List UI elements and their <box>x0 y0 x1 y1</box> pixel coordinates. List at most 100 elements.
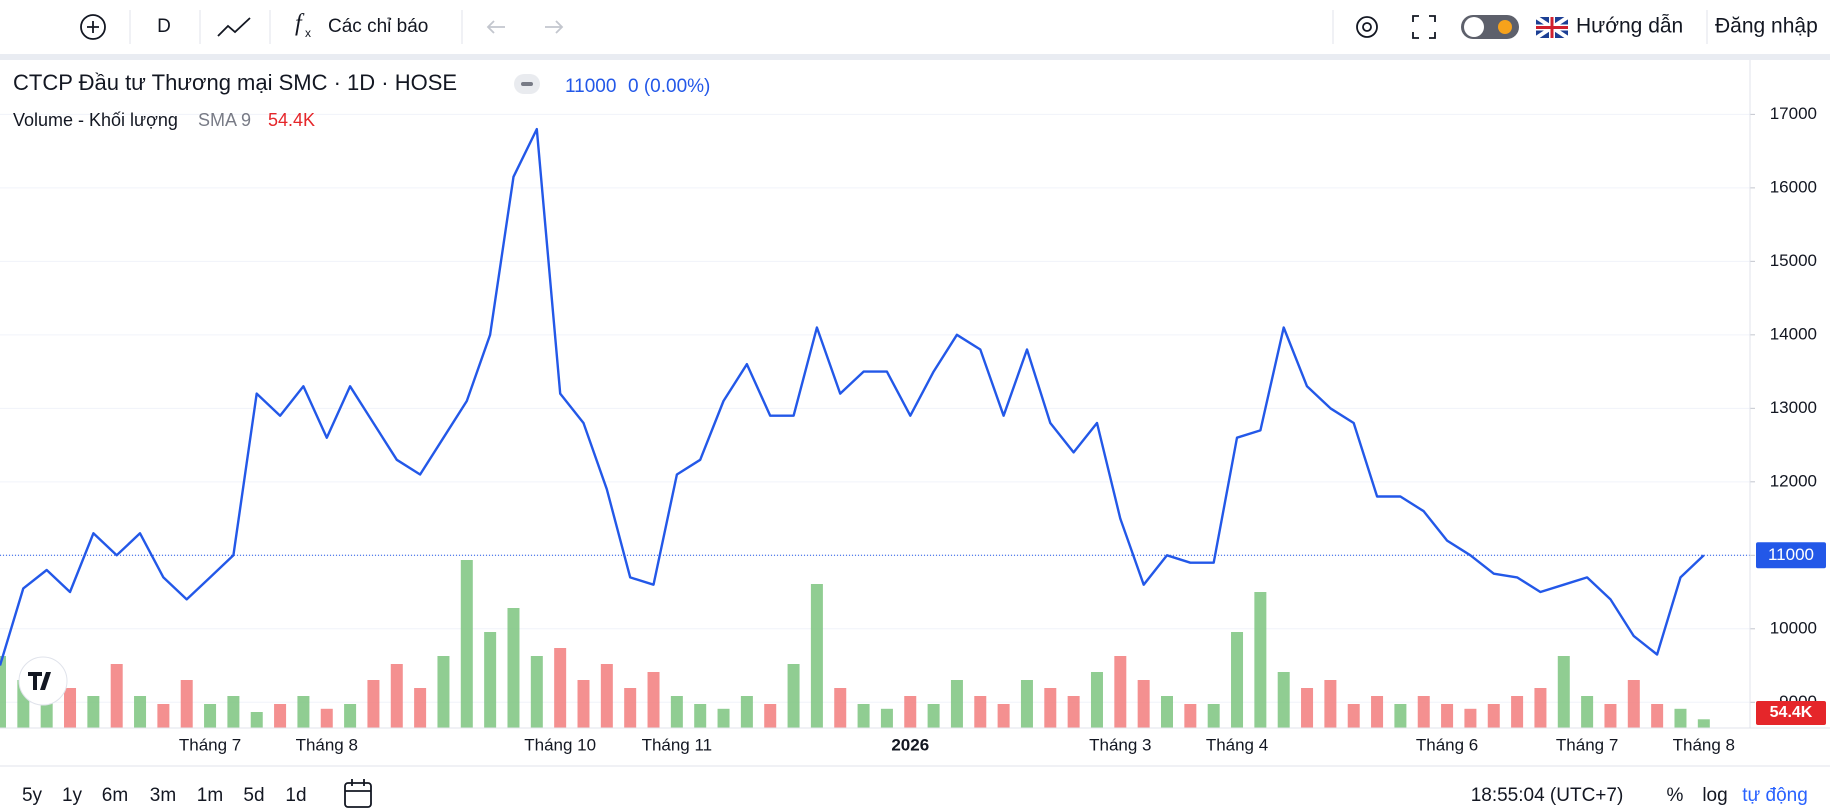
x-tick-label: Tháng 8 <box>296 735 358 754</box>
volume-bar <box>997 704 1010 728</box>
volume-bar <box>950 680 963 728</box>
range-button[interactable]: 5d <box>243 785 264 806</box>
price-line <box>0 127 1705 666</box>
fx-icon: f <box>295 11 305 37</box>
volume-bar <box>110 664 123 728</box>
volume-bar <box>227 696 240 728</box>
volume-badge-label: 54.4K <box>1770 704 1813 721</box>
volume-bar <box>857 704 870 728</box>
volume-bar <box>624 688 637 728</box>
login-link[interactable]: Đăng nhập <box>1715 15 1818 38</box>
volume-bar <box>904 696 917 728</box>
volume-bar <box>1231 632 1244 728</box>
scale-option[interactable]: % <box>1667 785 1684 806</box>
volume-bar <box>1557 656 1570 728</box>
chart-type-button[interactable] <box>217 17 251 37</box>
volume-indicator: SMA 9 <box>198 110 251 130</box>
volume-bar <box>1161 696 1173 728</box>
x-tick-label: Tháng 3 <box>1089 735 1151 754</box>
plot-area: 9000100001100012000130001400015000160001… <box>0 104 1826 754</box>
volume-bar <box>1324 680 1337 728</box>
volume-bar <box>64 688 77 728</box>
indicators-button[interactable]: Các chỉ báo <box>328 16 428 37</box>
volume-bar <box>764 704 777 728</box>
interval-button[interactable]: D <box>157 16 171 37</box>
scale-option[interactable]: log <box>1702 785 1727 806</box>
fullscreen-button[interactable] <box>1412 15 1436 39</box>
undo-button[interactable] <box>486 20 505 34</box>
volume-bar <box>250 712 263 728</box>
chart-title: CTCP Đầu tư Thương mại SMC · 1D · HOSE <box>13 70 457 95</box>
volume-bar <box>390 664 403 728</box>
x-tick-label: Tháng 7 <box>179 735 241 754</box>
volume-bar <box>740 696 753 728</box>
volume-bar <box>1114 656 1127 728</box>
volume-bar <box>834 688 847 728</box>
volume-bar <box>274 704 287 728</box>
volume-bar <box>0 656 6 728</box>
flag-cross <box>1536 17 1568 38</box>
volume-bar <box>1534 688 1547 728</box>
volume-legend: Volume - Khối lượng <box>13 110 178 130</box>
x-tick-label: Tháng 8 <box>1673 735 1735 754</box>
volume-bar <box>1090 672 1103 728</box>
date-range-button[interactable] <box>344 782 372 808</box>
volume-last: 54.4K <box>268 110 315 130</box>
volume-bar <box>1581 696 1594 728</box>
volume-bar <box>1137 680 1150 728</box>
volume-bar <box>1254 592 1267 728</box>
range-button[interactable]: 5y <box>22 785 43 806</box>
scale-option[interactable]: tự động <box>1742 785 1808 806</box>
y-tick-label: 14000 <box>1770 324 1817 343</box>
volume-bar <box>1277 672 1290 728</box>
plus-icon <box>87 21 99 33</box>
volume-bar <box>1371 696 1384 728</box>
volume-bar <box>204 704 217 728</box>
volume-bar <box>1184 704 1197 728</box>
add-symbol-button[interactable] <box>80 14 106 40</box>
sun-icon <box>1498 20 1512 34</box>
volume-bar <box>1627 680 1640 728</box>
settings-button[interactable] <box>1356 16 1378 38</box>
volume-bar <box>1347 704 1360 728</box>
y-tick-label: 17000 <box>1770 104 1817 123</box>
y-tick-label: 15000 <box>1770 251 1817 270</box>
volume-bar <box>134 696 147 728</box>
volume-bar <box>157 704 170 728</box>
range-button[interactable]: 1m <box>197 785 223 806</box>
logo-mark <box>28 672 51 690</box>
volume-bar <box>530 656 543 728</box>
x-tick-label: Tháng 7 <box>1556 735 1618 754</box>
volume-bar <box>577 680 590 728</box>
clock: 18:55:04 (UTC+7) <box>1471 785 1624 806</box>
y-tick-label: 10000 <box>1770 618 1817 637</box>
price-badge-label: 11000 <box>1768 545 1814 564</box>
x-tick-label: Tháng 11 <box>642 735 713 754</box>
volume-bar <box>1651 704 1664 728</box>
volume-bar <box>647 672 660 728</box>
guide-link[interactable]: Hướng dẫn <box>1576 15 1683 38</box>
volume-bar <box>87 696 100 728</box>
redo-button[interactable] <box>545 20 564 34</box>
y-tick-label: 12000 <box>1770 471 1817 490</box>
range-button[interactable]: 1d <box>285 785 306 806</box>
volume-bar <box>1020 680 1033 728</box>
range-button[interactable]: 1y <box>62 785 83 806</box>
volume-bar <box>1487 704 1500 728</box>
price-change: 0 (0.00%) <box>628 76 710 97</box>
range-button[interactable]: 3m <box>150 785 176 806</box>
settings-icon <box>1362 22 1372 32</box>
volume-bar <box>460 560 473 728</box>
uk-flag <box>1534 15 1570 40</box>
price-badge <box>1756 542 1826 569</box>
y-tick-label: 13000 <box>1770 398 1817 417</box>
volume-bar <box>670 696 683 728</box>
y-tick-label: 16000 <box>1770 177 1817 196</box>
volume-bar <box>1301 688 1314 728</box>
volume-badge <box>1756 701 1826 725</box>
toolbar: D f x Các chỉ báo Hướng dẫn Đăng nhập <box>80 10 1818 44</box>
range-button[interactable]: 6m <box>102 785 128 806</box>
volume-bar <box>180 680 193 728</box>
